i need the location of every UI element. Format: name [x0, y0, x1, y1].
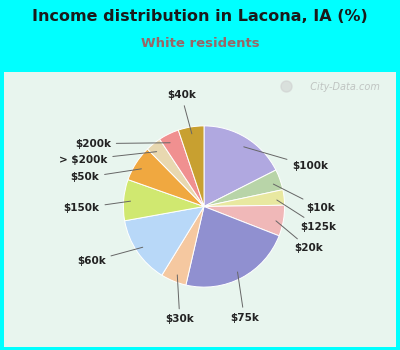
Text: $100k: $100k [244, 147, 328, 171]
Text: $75k: $75k [230, 272, 259, 323]
Wedge shape [204, 205, 285, 236]
Wedge shape [204, 170, 283, 206]
Text: $125k: $125k [277, 200, 336, 232]
Wedge shape [125, 206, 204, 275]
Text: > $200k: > $200k [59, 152, 157, 165]
Text: $30k: $30k [166, 275, 194, 324]
Wedge shape [204, 126, 276, 206]
Wedge shape [162, 206, 204, 285]
Text: City-Data.com: City-Data.com [304, 83, 380, 92]
Wedge shape [128, 149, 204, 206]
Text: $150k: $150k [64, 201, 130, 213]
FancyBboxPatch shape [4, 72, 396, 346]
Text: $20k: $20k [276, 221, 323, 253]
Wedge shape [186, 206, 279, 287]
Text: $50k: $50k [70, 169, 142, 182]
Wedge shape [148, 139, 204, 206]
Wedge shape [123, 180, 204, 221]
Text: Income distribution in Lacona, IA (%): Income distribution in Lacona, IA (%) [32, 9, 368, 24]
Text: $200k: $200k [75, 139, 170, 149]
Text: $40k: $40k [167, 90, 196, 134]
Wedge shape [160, 130, 204, 206]
Text: White residents: White residents [141, 37, 259, 50]
Text: $10k: $10k [273, 184, 335, 213]
Text: $60k: $60k [77, 247, 143, 266]
Wedge shape [178, 126, 204, 206]
Wedge shape [204, 190, 284, 206]
